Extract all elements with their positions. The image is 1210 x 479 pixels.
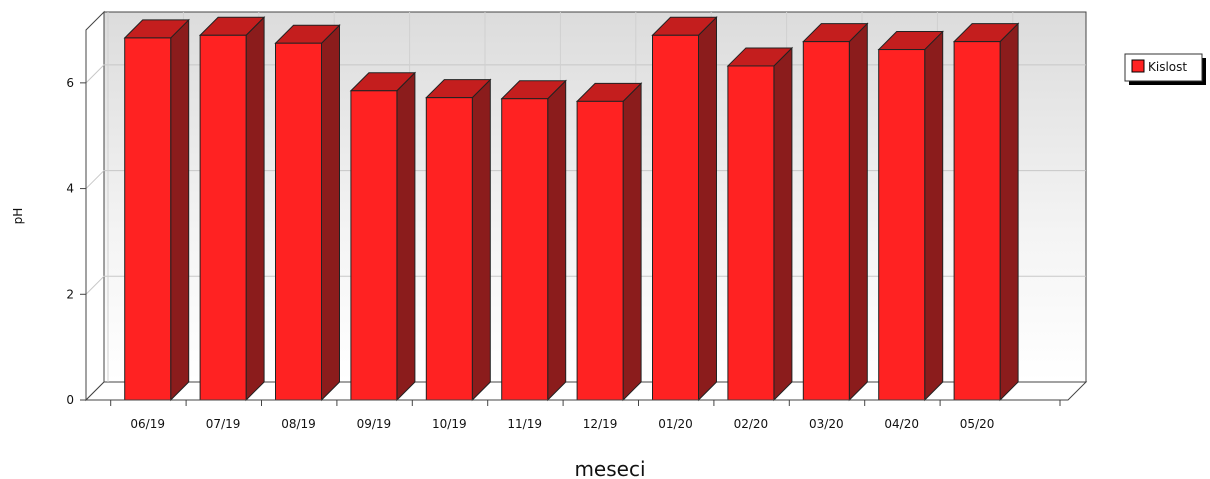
bar — [651, 16, 718, 402]
y-tick-label: 2 — [66, 287, 74, 301]
x-tick-label: 09/19 — [357, 417, 392, 431]
bar-front — [802, 41, 850, 401]
x-axis-label: meseci — [574, 457, 645, 479]
bar-side — [924, 30, 944, 402]
bar-front — [727, 65, 775, 401]
bar — [500, 79, 567, 402]
bar-front — [576, 100, 624, 401]
bar — [425, 78, 492, 402]
bar-front — [501, 98, 549, 401]
y-tick-label: 0 — [66, 393, 74, 407]
bar — [877, 30, 944, 402]
legend-swatch — [1131, 59, 1145, 73]
x-tick-label: 07/19 — [206, 417, 241, 431]
bar-front — [199, 34, 247, 401]
y-tick-label: 4 — [66, 182, 74, 196]
bar — [575, 82, 643, 402]
bar-side — [848, 22, 868, 402]
bars — [123, 16, 1020, 402]
legend: Kislost — [1124, 53, 1206, 85]
bar-side — [321, 24, 340, 402]
x-tick-label: 10/19 — [432, 417, 467, 431]
bar-front — [652, 34, 699, 401]
plot-area — [84, 10, 1088, 402]
bar — [726, 46, 794, 402]
bar-side — [698, 16, 717, 402]
bar-front — [878, 49, 926, 401]
y-axis-label: pH — [11, 208, 25, 225]
bar-side — [471, 78, 491, 402]
bar — [123, 18, 190, 402]
bar — [274, 24, 341, 402]
bar — [802, 22, 869, 402]
x-tick-label: 12/19 — [583, 417, 618, 431]
bar-front — [350, 90, 398, 401]
bar — [198, 16, 266, 402]
left-wall — [85, 10, 105, 402]
y-tick-label: 6 — [66, 76, 74, 90]
x-tick-label: 01/20 — [658, 417, 693, 431]
x-ticks: 06/19 07/19 08/19 09/19 10/19 11/19 12/19 01/20… — [110, 400, 1061, 431]
bar-side — [773, 46, 793, 402]
bar-front — [275, 42, 322, 401]
bar — [349, 71, 417, 402]
x-tick-label: 06/19 — [130, 417, 165, 431]
y-ticks: 0 2 4 6 — [66, 76, 86, 407]
bar-side — [245, 16, 265, 402]
bar-side — [396, 71, 416, 402]
bar-side — [999, 22, 1019, 402]
bar-side — [170, 18, 190, 402]
x-tick-label: 04/20 — [884, 417, 919, 431]
bar-side — [547, 79, 567, 402]
legend-label: Kislost — [1148, 60, 1187, 74]
x-tick-label: 05/20 — [960, 417, 995, 431]
x-tick-label: 03/20 — [809, 417, 844, 431]
bar-side — [622, 82, 642, 402]
x-tick-label: 11/19 — [507, 417, 542, 431]
bar — [952, 22, 1020, 402]
x-tick-label: 08/19 — [281, 417, 316, 431]
bar-front — [425, 97, 473, 401]
x-tick-label: 02/20 — [734, 417, 769, 431]
bar-front — [953, 41, 1001, 401]
bar-front — [124, 37, 172, 401]
